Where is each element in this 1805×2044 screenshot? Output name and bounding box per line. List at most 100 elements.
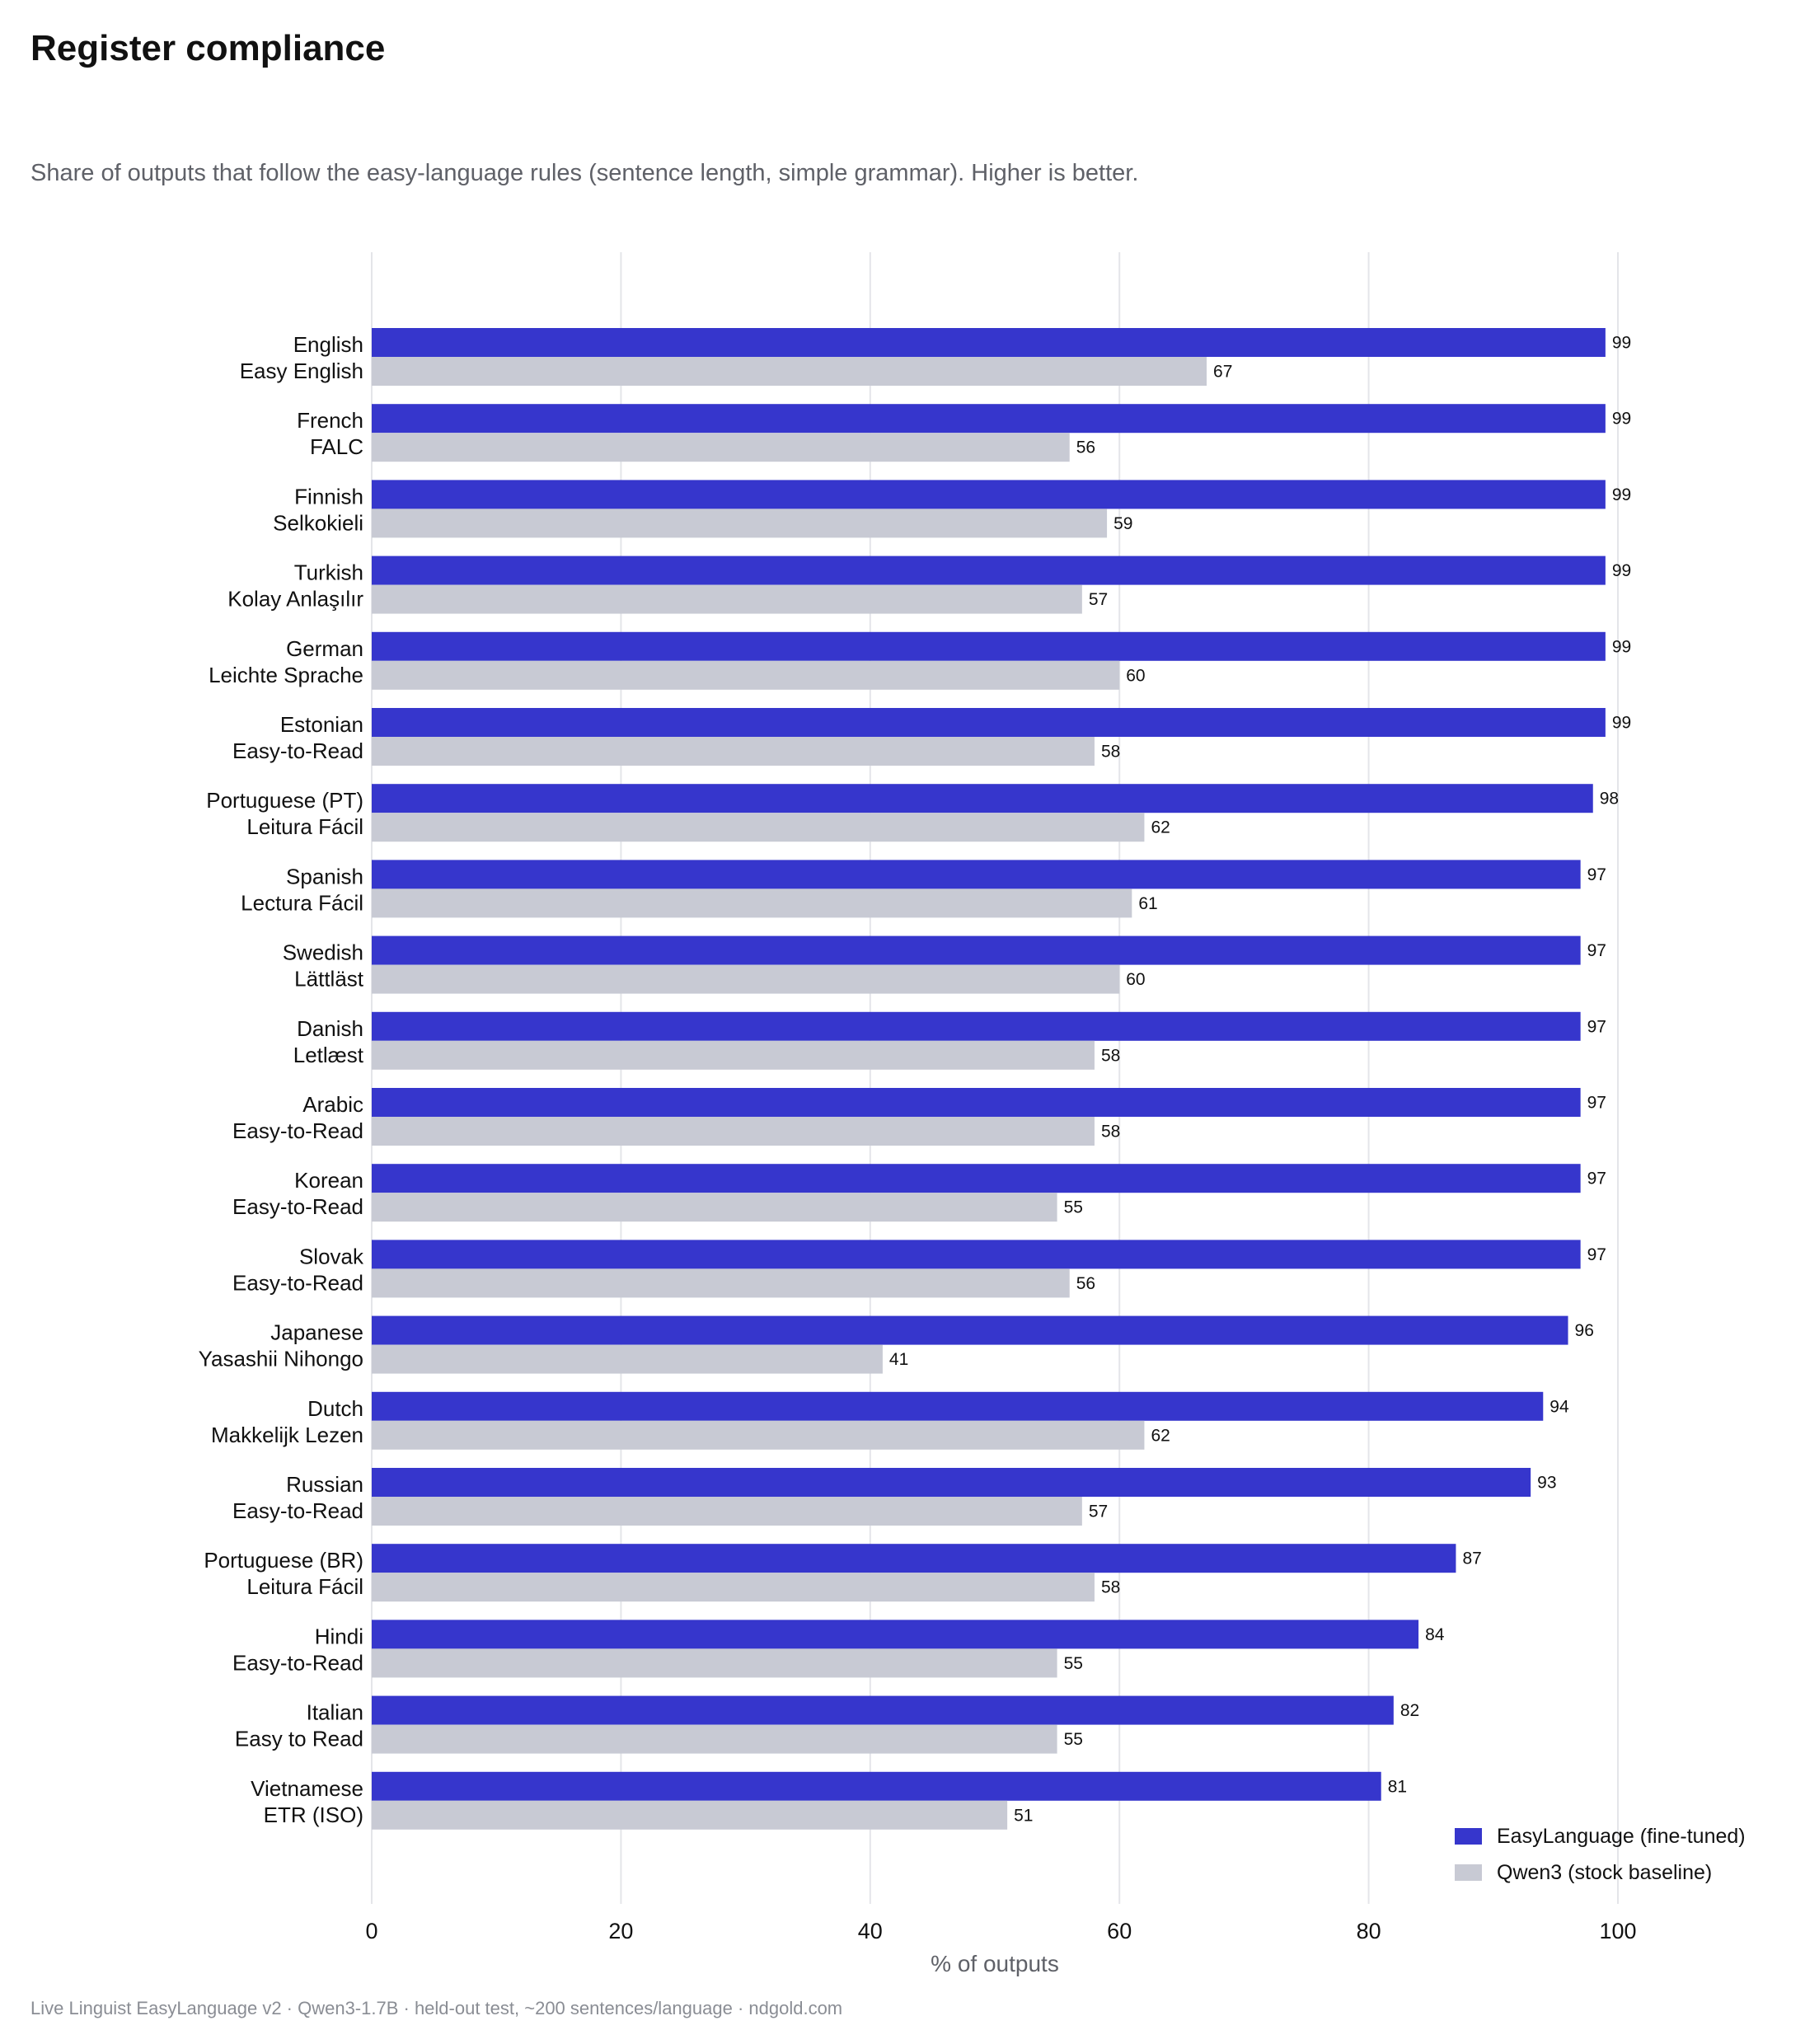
bar-value-label: 97: [1587, 1245, 1606, 1264]
bar-value-label: 87: [1462, 1549, 1481, 1568]
bar-value-label: 56: [1076, 1274, 1095, 1293]
bar-easylanguage: [372, 556, 1606, 585]
bar-baseline: [372, 660, 1120, 690]
category-language-label: Danish: [297, 1016, 363, 1041]
category-register-label: Kolay Anlaşılır: [227, 587, 363, 612]
bar-value-label: 81: [1388, 1777, 1407, 1796]
legend-swatch: [1455, 1828, 1482, 1845]
bar-baseline: [372, 1193, 1057, 1222]
category-register-label: Letlæst: [293, 1043, 364, 1067]
bar-value-label: 93: [1537, 1474, 1556, 1493]
bar-value-label: 51: [1014, 1806, 1033, 1825]
category-register-label: Easy English: [240, 359, 363, 383]
bar-easylanguage: [372, 1240, 1581, 1269]
bar-easylanguage: [372, 1164, 1581, 1193]
bar-value-label: 58: [1101, 743, 1120, 762]
category-language-label: Korean: [294, 1168, 363, 1193]
bar-value-label: 94: [1549, 1397, 1569, 1416]
bar-value-label: 62: [1151, 818, 1170, 837]
category-language-label: Japanese: [270, 1320, 363, 1345]
bar-easylanguage: [372, 1544, 1456, 1573]
bar-value-label: 97: [1587, 1094, 1606, 1113]
bar-value-label: 58: [1101, 1578, 1120, 1597]
category-register-label: FALC: [310, 434, 363, 459]
chart-subtitle: Share of outputs that follow the easy-la…: [30, 160, 1139, 186]
bar-value-label: 98: [1600, 790, 1619, 809]
bar-easylanguage: [372, 1620, 1419, 1649]
category-register-label: Easy-to-Read: [232, 738, 363, 763]
bar-easylanguage: [372, 1468, 1531, 1497]
bar-baseline: [372, 1573, 1095, 1602]
bar-value-label: 99: [1612, 410, 1631, 429]
bar-baseline: [372, 964, 1120, 994]
bar-value-label: 60: [1126, 666, 1145, 685]
chart-title: Register compliance: [30, 28, 386, 68]
legend-label: EasyLanguage (fine-tuned): [1497, 1825, 1746, 1848]
bar-value-label: 99: [1612, 334, 1631, 353]
bar-baseline: [372, 1800, 1008, 1830]
category-register-label: Easy-to-Read: [232, 1498, 363, 1523]
category-register-label: Yasashii Nihongo: [199, 1347, 363, 1371]
category-language-label: Dutch: [307, 1396, 363, 1421]
legend-swatch: [1455, 1864, 1482, 1881]
x-tick-label: 40: [858, 1919, 883, 1943]
category-register-label: Lättläst: [294, 967, 364, 992]
bar-value-label: 99: [1612, 714, 1631, 733]
bar-value-label: 97: [1587, 1017, 1606, 1036]
bars: 99 67 99 56 99 59 99 57 99 60 99 58 98 62 97 61 97 60 97 58…: [372, 328, 1631, 1830]
bar-easylanguage: [372, 1011, 1581, 1041]
bar-baseline: [372, 357, 1207, 386]
category-language-label: Russian: [286, 1472, 363, 1497]
category-register-label: Easy-to-Read: [232, 1270, 363, 1295]
bar-baseline: [372, 1117, 1095, 1146]
bar-easylanguage: [372, 1088, 1581, 1117]
bar-baseline: [372, 1268, 1070, 1298]
bar-baseline: [372, 433, 1070, 462]
category-language-label: Finnish: [294, 484, 363, 509]
x-tick-label: 60: [1107, 1919, 1132, 1943]
category-language-label: Spanish: [286, 864, 363, 888]
category-register-label: Easy to Read: [235, 1727, 363, 1751]
category-language-label: Portuguese (PT): [206, 788, 363, 813]
category-language-label: Hindi: [315, 1624, 363, 1648]
bar-easylanguage: [372, 631, 1606, 661]
bar-value-label: 97: [1587, 1170, 1606, 1188]
bar-baseline: [372, 584, 1082, 614]
bar-value-label: 55: [1064, 1654, 1083, 1673]
bar-value-label: 59: [1113, 514, 1132, 533]
bar-value-label: 55: [1064, 1198, 1083, 1217]
bar-easylanguage: [372, 935, 1581, 965]
bar-value-label: 55: [1064, 1730, 1083, 1749]
x-tick-label: 20: [608, 1919, 633, 1943]
bar-baseline: [372, 1497, 1082, 1526]
bar-value-label: 58: [1101, 1046, 1120, 1065]
bar-easylanguage: [372, 1391, 1544, 1421]
category-language-label: French: [297, 408, 363, 433]
bar-value-label: 56: [1076, 438, 1095, 457]
bar-value-label: 61: [1138, 894, 1157, 913]
x-tick-label: 0: [365, 1919, 377, 1943]
bar-easylanguage: [372, 784, 1593, 813]
category-register-label: Lectura Fácil: [241, 890, 363, 915]
x-axis-ticks: 0 20 40 60 80 100: [365, 1919, 1636, 1943]
category-register-label: Leitura Fácil: [246, 1574, 363, 1599]
category-language-label: Turkish: [294, 560, 363, 585]
category-register-label: Easy-to-Read: [232, 1650, 363, 1675]
bar-value-label: 41: [889, 1350, 908, 1369]
bar-easylanguage: [372, 480, 1606, 509]
bar-value-label: 67: [1213, 363, 1232, 382]
category-language-label: Arabic: [302, 1092, 363, 1117]
bar-value-label: 97: [1587, 941, 1606, 960]
bar-value-label: 99: [1612, 485, 1631, 504]
bar-easylanguage: [372, 1771, 1381, 1801]
bar-value-label: 57: [1089, 1503, 1108, 1521]
bar-baseline: [372, 888, 1132, 918]
category-register-label: ETR (ISO): [264, 1803, 363, 1827]
bar-baseline: [372, 813, 1145, 842]
category-language-label: Swedish: [283, 940, 363, 965]
bar-easylanguage: [372, 1695, 1394, 1725]
bar-baseline: [372, 1648, 1057, 1678]
bar-baseline: [372, 509, 1108, 538]
